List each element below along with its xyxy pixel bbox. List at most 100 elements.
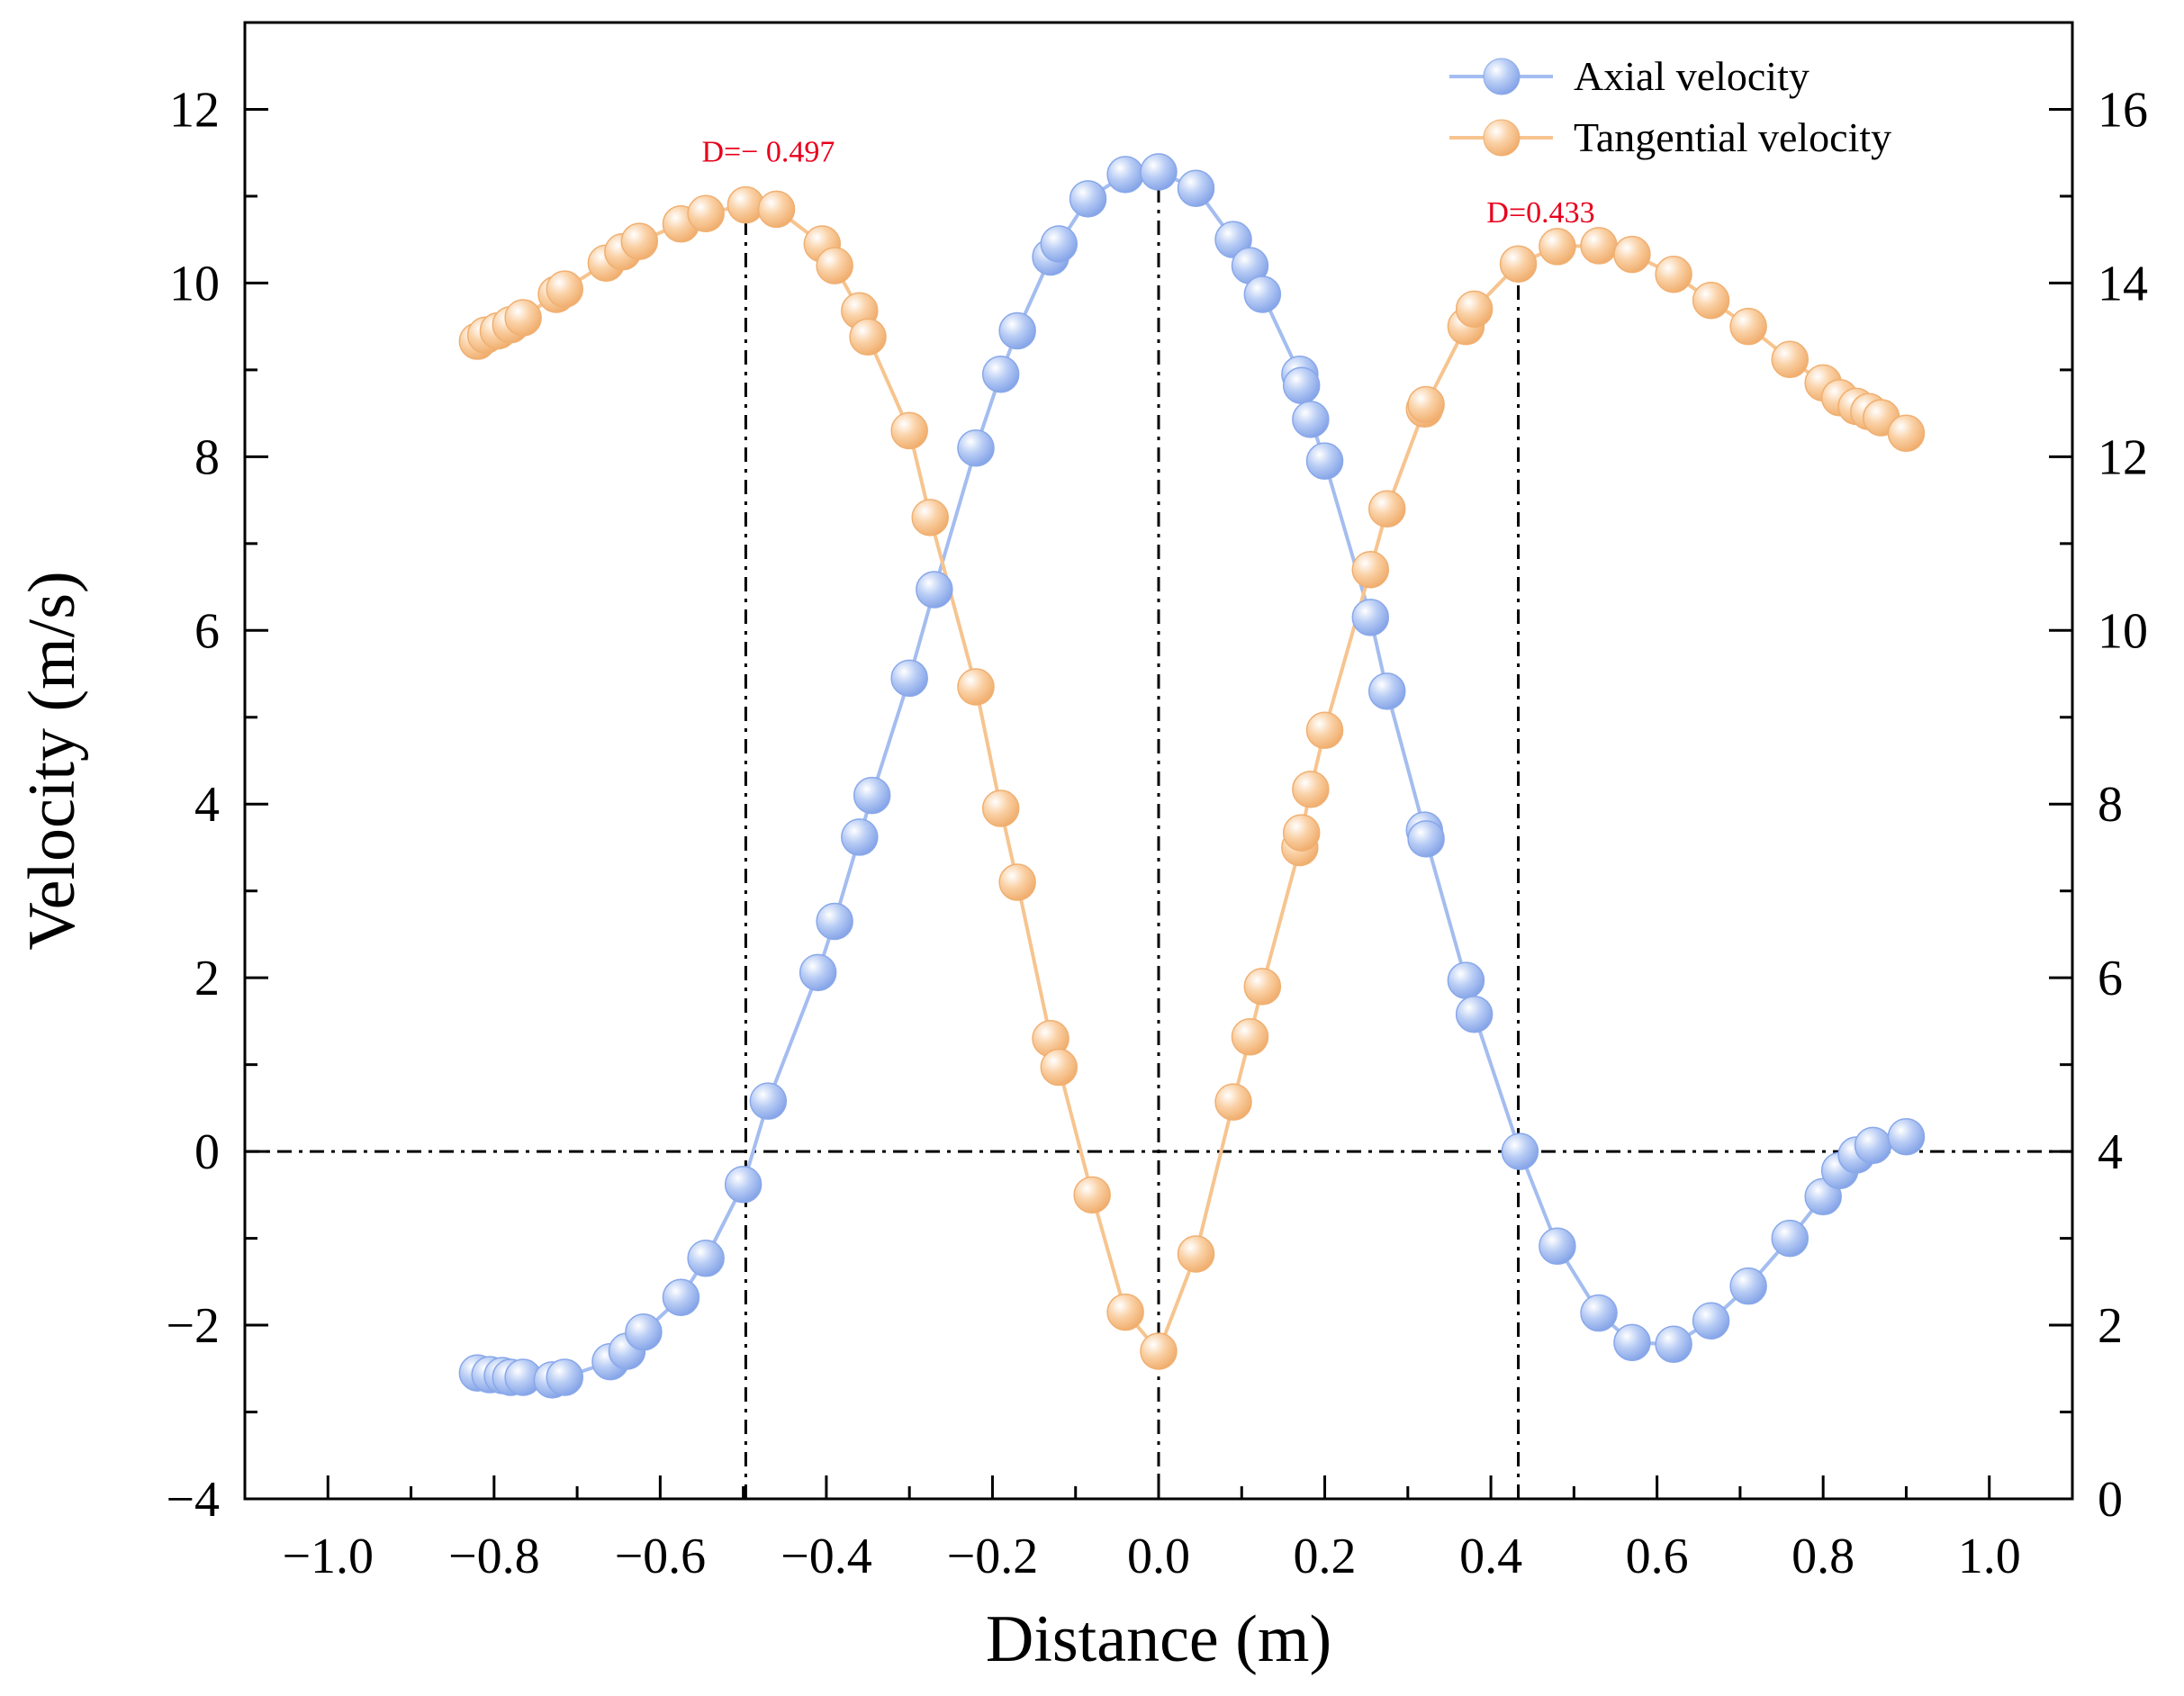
tangential-velocity-point	[1177, 1235, 1215, 1273]
tangential-velocity-point	[1140, 1332, 1178, 1370]
tangential-velocity-point	[1729, 307, 1767, 346]
series-points	[458, 153, 1926, 1399]
y-left-tick-label: −4	[166, 1472, 220, 1528]
tangential-velocity-point	[1351, 551, 1390, 589]
legend-marker-axial	[1483, 58, 1521, 95]
x-tick-label: −0.8	[448, 1529, 540, 1584]
axial-velocity-point	[1351, 599, 1390, 636]
tangential-velocity-line	[476, 203, 1908, 1353]
axial-velocity-point	[1729, 1267, 1767, 1305]
legend-label-axial: Axial velocity	[1574, 53, 1809, 99]
tangential-velocity-point	[957, 668, 995, 706]
x-tick-label: 0.0	[1127, 1529, 1190, 1584]
axial-velocity-point	[816, 902, 853, 941]
axial-velocity-point	[799, 953, 837, 992]
tangential-velocity-point	[981, 789, 1020, 827]
reference-lines	[245, 174, 2072, 1499]
tangential-velocity-point	[849, 318, 887, 356]
axial-velocity-point	[916, 571, 953, 609]
y-right-tick-label: 4	[2098, 1124, 2123, 1180]
y-axis-title: Velocity (m/s)	[15, 571, 89, 950]
y-left-tick-label: 12	[169, 82, 220, 138]
y-left-tick-label: 6	[194, 603, 220, 659]
tangential-velocity-point	[1305, 711, 1344, 749]
axial-velocity-point	[1613, 1323, 1651, 1362]
tangential-velocity-point	[1231, 1018, 1269, 1056]
tangential-velocity-point	[1887, 414, 1926, 453]
tangential-velocity-point	[504, 299, 542, 337]
x-tick-label: 0.8	[1791, 1529, 1855, 1584]
tangential-velocity-point	[757, 190, 796, 229]
y-left-tick-label: 0	[194, 1124, 220, 1180]
axis-ticks	[245, 107, 2072, 1501]
y-right-tick-label: 16	[2098, 82, 2148, 138]
axial-velocity-point	[981, 355, 1020, 393]
y-right-tick-label: 8	[2098, 777, 2123, 833]
tangential-velocity-point	[1580, 227, 1618, 265]
tangential-velocity-point	[1407, 385, 1445, 424]
axial-velocity-point	[1368, 672, 1406, 710]
tangential-velocity-point	[546, 270, 583, 308]
tangential-velocity-point	[1499, 245, 1538, 283]
axial-velocity-point	[662, 1278, 700, 1316]
y-right-tick-label: 14	[2098, 256, 2148, 311]
axial-velocity-point	[1501, 1132, 1539, 1170]
tangential-velocity-point	[1214, 1083, 1252, 1121]
tangential-velocity-point	[1455, 290, 1494, 329]
axial-velocity-point	[998, 311, 1036, 350]
y-right-tick-label: 2	[2098, 1298, 2123, 1354]
axial-velocity-point	[1692, 1302, 1730, 1340]
axial-velocity-point	[1305, 442, 1344, 480]
x-tick-label: −1.0	[282, 1529, 374, 1584]
axial-velocity-point	[687, 1240, 725, 1277]
tangential-velocity-point	[1040, 1048, 1078, 1087]
axial-velocity-point	[1539, 1227, 1576, 1266]
axis-tick-labels: −1.0 −0.8 −0.6 −0.4 −0.2 0.0 0.2 0.4 0.6 0.8 1.0 −4…	[166, 82, 2148, 1584]
annotation-right-peak: D=0.433	[1486, 196, 1594, 230]
y-left-tick-label: 10	[169, 256, 220, 311]
axial-velocity-point	[1407, 820, 1445, 858]
axial-velocity-point	[957, 429, 995, 467]
axial-velocity-point	[1771, 1219, 1809, 1258]
tangential-velocity-point	[620, 222, 659, 260]
axial-velocity-point	[1292, 401, 1330, 438]
axial-velocity-point	[749, 1082, 788, 1120]
legend: Axial velocity Tangential velocity	[1449, 53, 1891, 160]
x-tick-label: 0.6	[1626, 1529, 1689, 1584]
y-right-tick-label: 12	[2098, 429, 2148, 485]
series-lines	[476, 169, 1908, 1382]
tangential-velocity-point	[911, 499, 949, 537]
axial-velocity-point	[1455, 995, 1494, 1033]
x-tick-label: 1.0	[1958, 1529, 2021, 1584]
axial-velocity-point	[1655, 1325, 1692, 1364]
tangential-velocity-point	[687, 194, 725, 232]
x-tick-label: −0.6	[615, 1529, 707, 1584]
tangential-velocity-point	[1613, 235, 1651, 274]
axial-velocity-point	[1106, 156, 1144, 194]
tangential-velocity-point	[890, 411, 928, 450]
y-right-tick-label: 0	[2098, 1472, 2123, 1528]
tangential-velocity-point	[1073, 1176, 1111, 1214]
axial-velocity-point	[1243, 275, 1282, 313]
axial-velocity-point	[724, 1166, 763, 1204]
legend-marker-tangential	[1483, 119, 1521, 157]
axial-velocity-point	[1854, 1126, 1892, 1165]
tangential-velocity-point	[1539, 228, 1576, 266]
x-tick-label: −0.2	[947, 1529, 1039, 1584]
tangential-velocity-point	[1243, 968, 1282, 1006]
tangential-velocity-point	[998, 863, 1036, 901]
axial-velocity-point	[853, 776, 891, 815]
y-left-tick-label: 4	[194, 777, 220, 833]
axial-velocity-point	[1069, 180, 1107, 218]
tangential-velocity-point	[1292, 771, 1330, 808]
axial-velocity-point	[890, 659, 928, 698]
tangential-velocity-point	[1771, 340, 1809, 379]
x-tick-label: −0.4	[781, 1529, 872, 1584]
axial-velocity-point	[1580, 1294, 1618, 1332]
y-left-tick-label: 8	[194, 429, 220, 485]
axial-velocity-point	[1282, 366, 1321, 404]
annotation-left-peak: D=− 0.497	[701, 135, 835, 168]
axial-velocity-point	[1140, 153, 1178, 191]
y-left-tick-label: 2	[194, 951, 220, 1006]
